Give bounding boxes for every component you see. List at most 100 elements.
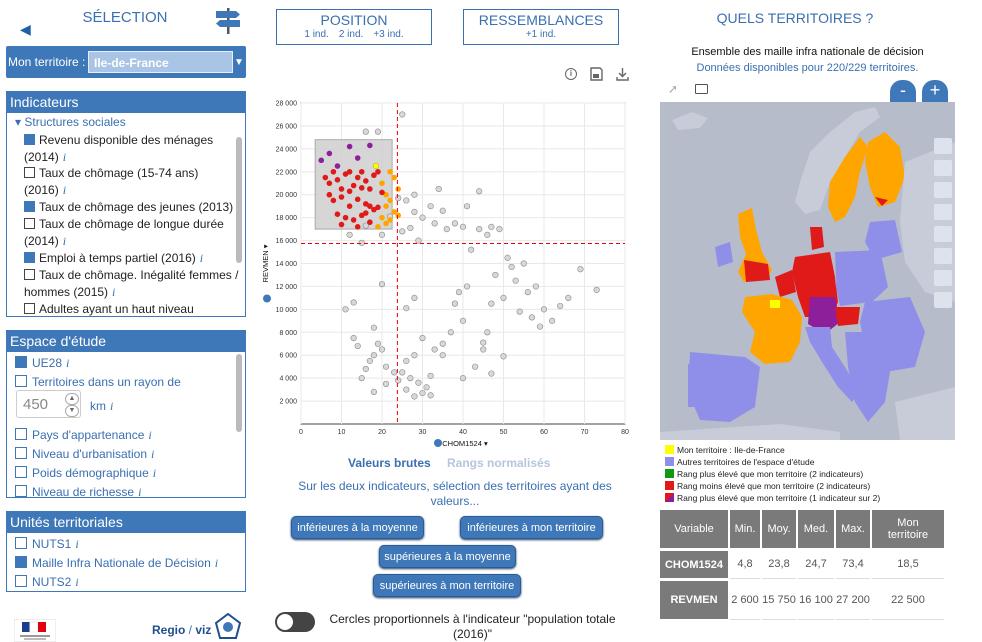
scatter-point-red[interactable] (346, 168, 353, 175)
scatter-point-purple[interactable] (354, 155, 361, 161)
scatter-point-gray[interactable] (459, 375, 467, 382)
checkbox[interactable] (15, 466, 27, 478)
scatter-point-orange[interactable] (379, 214, 385, 221)
scatter-point-gray[interactable] (472, 363, 479, 370)
scatter-point-gray[interactable] (350, 334, 357, 342)
zoom-out-button[interactable]: - (890, 80, 916, 102)
scatter-point-gray[interactable] (455, 289, 463, 296)
scatter-point-gray[interactable] (382, 363, 390, 370)
scatter-point-gray[interactable] (468, 246, 475, 253)
ue28-option[interactable]: UE28 i (15, 355, 69, 371)
scatter-point-gray[interactable] (520, 260, 527, 267)
info-icon[interactable]: i (66, 356, 70, 370)
scatter-point-gray[interactable] (463, 283, 471, 290)
checkbox[interactable] (24, 201, 35, 212)
scatter-point-gray[interactable] (374, 340, 382, 347)
x-axis-add-icon[interactable] (434, 439, 442, 447)
checkbox[interactable] (24, 303, 35, 314)
scatter-point-red[interactable] (354, 224, 361, 230)
signpost-icon[interactable] (214, 6, 242, 34)
scatter-point-gray[interactable] (350, 299, 357, 306)
scatter-point-gray[interactable] (476, 226, 483, 233)
scatter-point-red[interactable] (326, 180, 333, 187)
scatter-point-gray[interactable] (370, 352, 377, 359)
scatter-point-gray[interactable] (516, 308, 523, 315)
stepper-up-icon[interactable]: ▲ (65, 393, 79, 405)
scatter-plot[interactable]: 0 10 20 30 40 50 60 70 80 2 000 4 000 6 000 8 000 10 … (250, 92, 635, 447)
scatter-point-gray[interactable] (528, 314, 535, 321)
above-mine-button[interactable]: supérieures à mon territoire (373, 574, 521, 597)
save-icon[interactable] (590, 67, 603, 81)
back-arrow-icon[interactable]: ◀ (20, 21, 31, 37)
scatter-point-gray[interactable] (427, 392, 434, 399)
scatter-point-gray[interactable] (411, 352, 418, 359)
option-country[interactable]: Pays d'appartenance i (15, 427, 152, 443)
group-structures-sociales[interactable]: ▾ Structures sociales (15, 115, 126, 129)
scatter-point-gray[interactable] (549, 317, 556, 324)
scatter-point-gray[interactable] (492, 271, 499, 279)
scatter-point-orange[interactable] (383, 220, 389, 227)
proportional-circles-toggle[interactable] (275, 612, 315, 632)
regioviz-logo[interactable]: Regio / viz (152, 623, 212, 637)
scatter-point-gray[interactable] (427, 372, 434, 379)
checkbox[interactable] (24, 269, 35, 280)
tab-2ind[interactable]: 2 ind. (338, 29, 364, 40)
info-icon[interactable]: i (62, 183, 67, 197)
scatter-point-gray[interactable] (378, 281, 386, 288)
scatter-point-red[interactable] (379, 189, 385, 196)
scatter-point-gray[interactable] (419, 214, 426, 221)
indicator-item[interactable]: Revenu disponible des ménages (24, 132, 213, 148)
scatter-point-red[interactable] (338, 186, 345, 192)
scatter-point-purple[interactable] (367, 142, 373, 149)
scatter-point-gray[interactable] (403, 197, 410, 204)
below-mine-button[interactable]: inférieures à mon territoire (460, 516, 603, 539)
scatter-point-gray[interactable] (362, 222, 369, 229)
scatter-point-purple[interactable] (326, 150, 333, 157)
scatter-point-orange[interactable] (391, 174, 397, 181)
scatter-point-gray[interactable] (565, 294, 572, 301)
scatter-point-gray[interactable] (451, 300, 458, 307)
scatter-point-gray[interactable] (354, 342, 361, 350)
radius-input[interactable]: 450 ▲ ▼ (16, 390, 81, 418)
scatter-point-gray[interactable] (536, 323, 544, 330)
scatter-point-gray[interactable] (399, 369, 406, 376)
scatter-point-purple[interactable] (346, 143, 353, 150)
scatter-point-red[interactable] (354, 174, 361, 181)
scatter-point-gray[interactable] (431, 220, 438, 227)
europe-map[interactable] (660, 102, 955, 440)
info-icon[interactable]: i (152, 466, 157, 480)
scatter-point-gray[interactable] (415, 237, 422, 244)
scatter-point-red[interactable] (358, 168, 365, 175)
screen-icon[interactable] (695, 84, 708, 94)
scatter-point-orange[interactable] (391, 209, 397, 215)
scatter-point-gray[interactable] (358, 375, 365, 382)
scrollbar[interactable] (236, 354, 242, 432)
scatter-point-purple[interactable] (318, 157, 325, 164)
zoom-in-button[interactable]: + (922, 80, 948, 102)
checkbox[interactable] (24, 167, 35, 178)
scatter-point-orange[interactable] (379, 180, 385, 187)
map-tool-4-icon[interactable] (934, 204, 952, 220)
scatter-point-red[interactable] (334, 177, 341, 183)
scatter-point-red[interactable] (334, 211, 341, 218)
info-icon[interactable]: i (565, 68, 577, 80)
scatter-point-gray[interactable] (395, 195, 402, 202)
scatter-point-gray[interactable] (484, 329, 491, 336)
y-axis-add-icon[interactable] (263, 294, 271, 303)
info-icon[interactable]: i (148, 428, 152, 442)
scatter-point-red[interactable] (322, 174, 329, 181)
indicator-item[interactable]: Taux de chômage de longue durée (24, 216, 224, 232)
map-tool-3-icon[interactable] (934, 182, 952, 198)
pointer-icon[interactable]: ➚ (668, 82, 679, 96)
scatter-point-gray[interactable] (403, 357, 410, 365)
scatter-point-mine[interactable] (372, 163, 379, 170)
scrollbar[interactable] (236, 137, 242, 263)
scatter-point-orange[interactable] (387, 168, 393, 175)
scatter-point-red[interactable] (375, 204, 381, 211)
tab-1ind-sim[interactable]: +1 ind. (525, 29, 557, 40)
scatter-point-red[interactable] (338, 221, 345, 228)
stepper-down-icon[interactable]: ▼ (65, 405, 79, 417)
info-icon[interactable]: i (75, 537, 79, 551)
radius-option[interactable]: Territoires dans un rayon de (15, 374, 181, 390)
scatter-point-gray[interactable] (577, 266, 584, 273)
